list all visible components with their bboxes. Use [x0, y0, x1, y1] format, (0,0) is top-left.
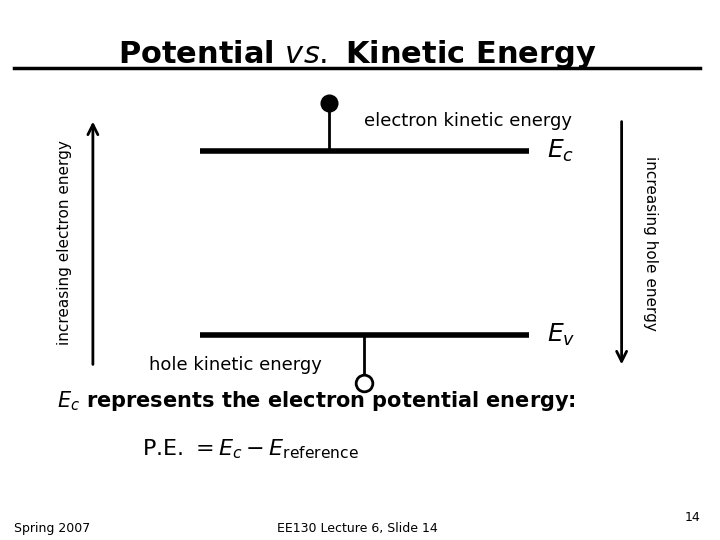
- Text: hole kinetic energy: hole kinetic energy: [148, 355, 322, 374]
- Text: $E_c$ represents the electron potential energy:: $E_c$ represents the electron potential …: [57, 389, 576, 413]
- Text: Spring 2007: Spring 2007: [14, 522, 91, 535]
- Text: electron kinetic energy: electron kinetic energy: [364, 112, 572, 131]
- Text: increasing electron energy: increasing electron energy: [57, 140, 72, 346]
- Text: $E_v$: $E_v$: [546, 322, 575, 348]
- Text: EE130 Lecture 6, Slide 14: EE130 Lecture 6, Slide 14: [277, 522, 438, 535]
- Text: increasing hole energy: increasing hole energy: [643, 156, 657, 330]
- Text: 14: 14: [685, 511, 701, 524]
- Text: P.E. $= E_c - E_{\mathrm{reference}}$: P.E. $= E_c - E_{\mathrm{reference}}$: [142, 437, 359, 461]
- Text: Potential $\it{vs.}$ Kinetic Energy: Potential $\it{vs.}$ Kinetic Energy: [118, 38, 597, 71]
- Text: $E_c$: $E_c$: [546, 138, 574, 164]
